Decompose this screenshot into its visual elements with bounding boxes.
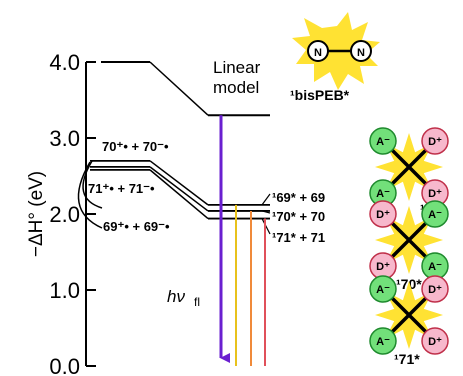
- donor-badge: [421, 275, 449, 303]
- linear-model-connector: [149, 61, 209, 116]
- donor-badge-text: D⁺: [428, 188, 442, 200]
- donor-badge-text: D⁺: [428, 284, 442, 296]
- level-connector: [149, 169, 209, 220]
- y-tick-label: 4.0: [49, 50, 80, 75]
- donor-badge-text: D⁺: [376, 261, 390, 273]
- acceptor-badge-text: A⁻: [376, 336, 390, 348]
- label-leader: [261, 193, 271, 206]
- donor-acceptor-molecules: A⁻D⁺A⁻D⁺¹69*D⁺A⁻D⁺A⁻¹70*A⁻D⁺A⁻D⁺¹71*: [369, 127, 449, 367]
- molecule-caption: ¹71*: [394, 351, 420, 367]
- bispeb-star-graphic: N N: [292, 12, 380, 90]
- y-tick-label: 2.0: [49, 202, 80, 227]
- y-tick-label: 1.0: [49, 278, 80, 303]
- acceptor-badge-text: A⁻: [428, 209, 442, 221]
- emission-subscript: fl: [194, 295, 200, 309]
- acceptor-badge-text: A⁻: [376, 188, 390, 200]
- ion-pair-label-69: 69⁺• + 69⁻•: [103, 219, 170, 234]
- level-connector: [149, 160, 209, 206]
- label-leader: [261, 210, 271, 214]
- linear-model-label-line1: Linear: [213, 58, 261, 77]
- acceptor-badge-text: A⁻: [376, 284, 390, 296]
- donor-badge-text: D⁺: [376, 209, 390, 221]
- acceptor-badge: [369, 275, 397, 303]
- nitrogen-left-text: N: [314, 47, 322, 59]
- acceptor-badge-text: A⁻: [428, 261, 442, 273]
- y-axis-ticks: 0.0 1.0 2.0 3.0 4.0: [49, 50, 96, 376]
- nitrogen-right-text: N: [357, 47, 365, 59]
- donor-badge-text: D⁺: [428, 136, 442, 148]
- excited-state-label-71: ¹71* + 71: [272, 230, 325, 245]
- emission-label: hν: [167, 287, 185, 306]
- ion-pair-label-71: 71⁺• + 71⁻•: [88, 181, 155, 196]
- acceptor-badge: [369, 327, 397, 355]
- bracket-69: [77, 161, 103, 229]
- y-tick-label: 3.0: [49, 126, 80, 151]
- donor-badge: [421, 127, 449, 155]
- donor-badge: [369, 200, 397, 228]
- ion-pair-label-70: 70⁺• + 70⁻•: [102, 139, 169, 154]
- emission-lines: [219, 115, 266, 366]
- excited-state-label-69: ¹69* + 69: [272, 190, 325, 205]
- donor-badge-text: D⁺: [428, 336, 442, 348]
- acceptor-badge: [369, 127, 397, 155]
- y-tick-label: 0.0: [49, 354, 80, 376]
- bispeb-label: ¹bisPEB*: [290, 87, 350, 103]
- excited-state-label-70: ¹70* + 70: [272, 209, 325, 224]
- level-connector: [149, 166, 209, 212]
- state-levels: [77, 159, 271, 235]
- acceptor-badge-text: A⁻: [376, 136, 390, 148]
- y-axis-label: −ΔH° (eV): [26, 171, 47, 257]
- donor-badge: [421, 327, 449, 355]
- bracket-71: [82, 160, 103, 209]
- linear-model-label-line2: model: [213, 78, 259, 97]
- acceptor-badge: [421, 200, 449, 228]
- cross-molecule: A⁻ D⁺ A⁻ D⁺ ¹71*: [369, 275, 449, 367]
